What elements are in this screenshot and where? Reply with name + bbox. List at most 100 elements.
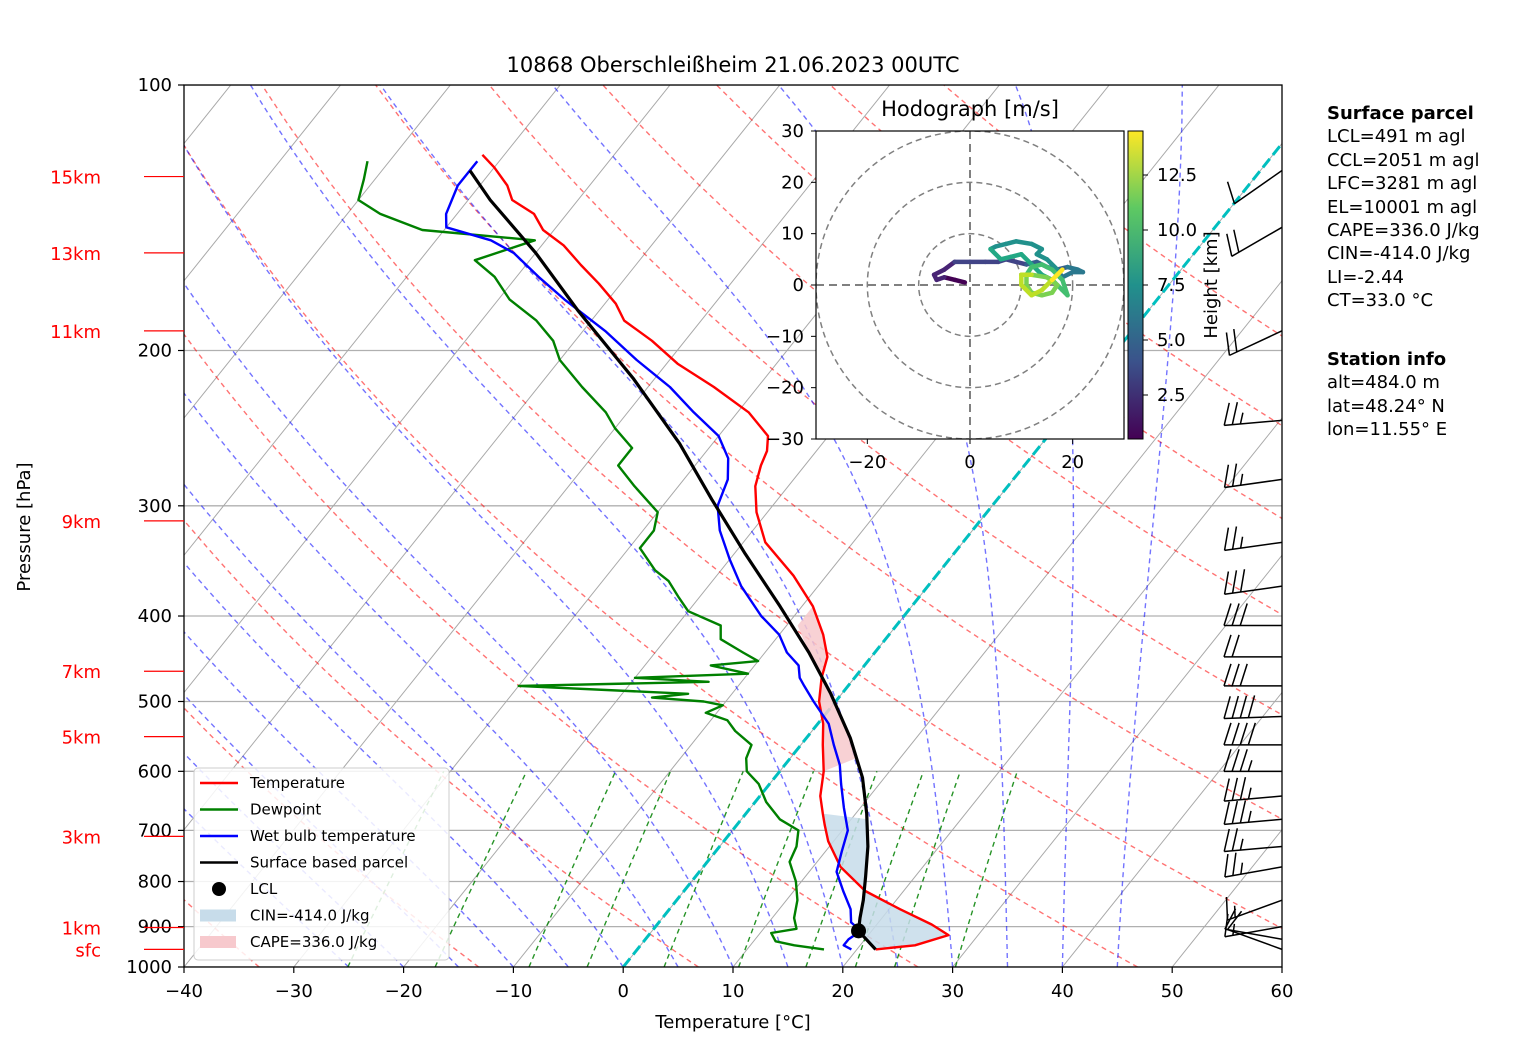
y-tick-label: 200 [138,341,172,362]
x-tick-label: 60 [1271,981,1294,1002]
lcl-marker [851,923,867,939]
barb-flag [1231,402,1239,425]
hodograph-y-tick-label: 10 [781,224,804,245]
wind-barb [1223,463,1283,489]
height-label: 1km [62,918,101,939]
lfc-value: LFC=3281 m agl [1327,173,1478,195]
wind-barb [1223,828,1283,853]
hodograph-y-tick-label: 30 [781,121,804,142]
wind-barb [1223,777,1283,802]
y-tick-label: 700 [138,820,172,841]
li-value: LI=-2.44 [1327,266,1404,288]
barb-staff [1224,541,1283,552]
colorbar [1127,130,1144,440]
height-label: 7km [62,662,101,683]
barb-flag [1239,569,1246,593]
barb-half-flag [1239,412,1244,425]
mixing-ratio-line [954,771,1018,967]
barb-flag [1231,722,1240,746]
legend-label: LCL [250,880,278,898]
chart-title: 10868 Oberschleißheim 21.06.2023 00UTC [507,53,960,77]
wind-barb [1223,722,1282,746]
wind-barb [1223,603,1282,627]
dry-adiabat [716,85,1282,520]
moist-adiabat [184,144,789,967]
wind-barb [1223,526,1283,552]
station-longitude: lon=11.55° E [1327,419,1448,441]
barb-flag [1231,603,1240,626]
station-latitude: lat=48.24° N [1327,395,1445,417]
y-axis-label: Pressure [hPa] [14,462,35,591]
legend-label: Dewpoint [250,801,321,819]
wind-barb [1226,910,1283,951]
mixing-ratio-line [737,771,815,967]
wind-barb [1223,695,1283,720]
height-label: sfc [75,940,101,961]
barb-staff [1224,795,1283,802]
isotherm-line [952,554,1282,967]
wind-barb [1223,402,1283,427]
mixing-ratio-line [805,771,878,967]
isotherm-line [184,85,341,282]
barb-flag [1224,853,1229,878]
hodograph-x-tick-label: 0 [964,452,975,473]
dry-adiabat [184,898,260,967]
wind-barb [1225,328,1283,357]
barb-flag [1239,749,1248,772]
x-tick-label: 50 [1161,981,1184,1002]
hodograph-y-tick-label: −20 [766,378,804,399]
legend-label: CAPE=336.0 J/kg [250,933,377,951]
barb-half-flag [1239,536,1244,549]
height-label: 3km [62,827,101,848]
wind-barb [1224,852,1283,878]
x-tick-label: −20 [385,981,423,1002]
y-tick-label: 500 [138,691,172,712]
barb-flag [1239,663,1248,687]
barb-flag [1223,634,1232,658]
barb-staff [1227,899,1283,921]
isotherm-line [184,85,451,419]
dry-adiabat [184,519,699,967]
barb-half-flag [1247,760,1253,772]
barb-staff [1234,169,1283,205]
y-tick-label: 800 [138,872,172,893]
x-tick-label: 20 [831,981,854,1002]
wind-barb [1226,169,1283,205]
colorbar-label: Height [km] [1201,231,1222,338]
station-info: Station info alt=484.0 m lat=48.24° N lo… [1327,348,1447,442]
barb-flag [1233,229,1240,253]
station-info-header: Station info [1327,349,1447,370]
wind-barb [1223,749,1282,773]
wind-barb [1223,800,1283,826]
x-tick-label: 0 [617,981,628,1002]
barb-flag [1223,749,1232,772]
moist-adiabat [184,282,734,967]
barb-flag [1239,800,1247,824]
moist-adiabat [184,630,514,967]
zero-degree-isotherm [622,141,1282,967]
barb-flag [1231,749,1240,772]
hodograph-trace [1060,277,1070,298]
barb-half-flag [1232,923,1236,936]
barb-staff [1224,818,1283,826]
hodograph-y-tick-label: 0 [793,275,804,296]
wind-barb [1225,896,1283,921]
barb-flag [1231,800,1239,824]
barb-staff [1231,226,1283,257]
barb-half-flag [1239,473,1244,486]
lcl-value: LCL=491 m agl [1327,126,1466,148]
barb-flag [1223,722,1232,746]
y-tick-label: 300 [138,496,172,517]
sounding-traces [357,153,950,951]
x-tick-label: −10 [494,981,532,1002]
y-tick-label: 400 [138,606,172,627]
y-tick-label: 100 [138,75,172,96]
barb-flag [1247,722,1257,746]
wind-barb [1223,569,1283,595]
barb-flag [1223,663,1232,687]
dry-adiabat [184,144,1138,967]
barb-flag [1231,777,1239,801]
barb-half-flag [1247,787,1252,800]
hodograph-trace [1019,282,1034,298]
